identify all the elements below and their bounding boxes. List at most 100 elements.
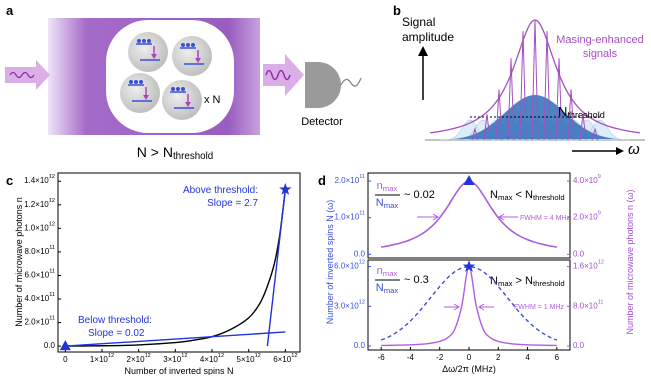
y-label: amplitude: [402, 30, 454, 44]
x-axis-label: Number of inverted spins N: [124, 366, 233, 375]
ratio-denominator: Nmax: [376, 282, 399, 295]
fwhm-arrow: [478, 303, 494, 311]
condition: N > Nthreshold: [137, 144, 214, 162]
y2-tick-label: 4.0×109: [573, 175, 601, 186]
x-tick-label: -2: [436, 353, 444, 362]
arrowhead: [418, 46, 428, 56]
x-tick-label: 2: [496, 353, 501, 362]
series-line: [65, 189, 287, 347]
output-wave: [265, 69, 291, 81]
y-label: Signal: [402, 15, 435, 29]
masing-spike: [555, 58, 563, 141]
x-tick-label: 1×1012: [90, 353, 114, 364]
x-tick-label: 3×1012: [163, 353, 187, 364]
x-tick-label: -4: [407, 353, 415, 362]
masing-spike: [495, 89, 503, 141]
spin-ensemble: [106, 20, 234, 133]
signals-label: Masing-enhanced: [556, 34, 643, 46]
y-tick-label: 0.0: [44, 341, 56, 350]
spin: [128, 32, 168, 72]
threshold-label: Nthreshold: [558, 104, 605, 120]
series-line: [380, 265, 558, 341]
fwhm-arrow: [417, 213, 439, 221]
ratio-denominator: Nmax: [376, 197, 399, 210]
x-axis-label: Δω/2π (MHz): [442, 364, 496, 374]
condition: Nmax < Nthreshold: [490, 189, 565, 202]
masing-spike: [483, 114, 491, 141]
panel-label: b: [393, 3, 401, 18]
fwhm-label: FWHM = 1 MHz: [514, 304, 564, 311]
masing-spike: [471, 127, 479, 141]
masing-spike: [519, 30, 527, 141]
annotation: Below threshold:: [78, 315, 152, 326]
masing-spike: [579, 114, 587, 141]
masing-spike: [567, 89, 575, 141]
x-tick-label: 4: [525, 353, 530, 362]
fwhm-arrow: [498, 213, 518, 221]
masing-spike: [507, 58, 515, 141]
ratio-numerator: nmax: [377, 265, 398, 278]
x-tick-label: 6: [555, 353, 560, 362]
x-tick-label: 6×1012: [273, 353, 297, 364]
y-tick-label: 0.0: [354, 249, 366, 258]
panel-label: a: [6, 3, 14, 18]
y2-tick-label: 0.0: [573, 249, 585, 258]
x-label: ω: [628, 141, 640, 158]
y-tick-label: 1.0×1012: [24, 222, 55, 233]
y-tick-label: 2.0×1011: [24, 316, 55, 327]
arrowhead: [616, 147, 624, 155]
input-wave: [9, 71, 35, 79]
y2-tick-label: 1.6×1012: [573, 260, 604, 271]
x-tick-label: 4×1012: [200, 353, 224, 364]
masing-spike: [591, 127, 599, 141]
condition: Nmax > Nthreshold: [490, 275, 565, 288]
x-tick-label: -6: [378, 353, 386, 362]
y-tick-label: 3.0×1012: [334, 300, 365, 311]
spectrum-sketch: [425, 19, 645, 141]
y-axis-label: Number of microwave photons n: [14, 197, 24, 327]
y-tick-label: 6.0×1012: [334, 260, 365, 271]
series-line: [266, 189, 287, 347]
annotation: Above threshold:: [183, 185, 258, 196]
y-tick-label: 0.0: [354, 341, 366, 350]
star-marker: [279, 182, 292, 195]
y-tick-label: 1.4×1012: [24, 175, 55, 186]
ratio-value: ~ 0.3: [404, 274, 429, 286]
triangle-marker: [463, 175, 475, 186]
multiplier: x N: [204, 94, 221, 106]
y2-tick-label: 8.0×1011: [573, 300, 604, 311]
spin: [120, 73, 160, 113]
y-tick-label: 4.0×1011: [24, 292, 55, 303]
detector-label: Detector: [301, 116, 343, 128]
fwhm-label: FWHM = 4 MHz: [520, 215, 570, 222]
x-tick-label: 0: [467, 353, 472, 362]
y-tick-label: 6.0×1011: [24, 269, 55, 280]
y2-tick-label: 2.0×109: [573, 211, 601, 222]
wire: [340, 77, 362, 87]
star-marker: [462, 260, 476, 272]
plot-frame: [57, 172, 301, 353]
ratio-numerator: nmax: [377, 180, 398, 193]
spin: [172, 36, 212, 76]
y-tick-label: 8.0×1011: [24, 245, 55, 256]
panel-label: c: [6, 173, 13, 188]
x-tick-label: 5×1012: [237, 353, 261, 364]
y-axis-label: Number of inverted spins N (ω): [325, 200, 335, 325]
annotation: Slope = 2.7: [207, 198, 258, 209]
masing-spike: [543, 30, 551, 141]
y2-tick-label: 0.0: [573, 341, 585, 350]
y-axis-label: Number of microwave photons n (ω): [625, 189, 635, 334]
envelope: [429, 19, 641, 134]
spin: [162, 80, 202, 120]
y-tick-label: 1.0×1011: [334, 211, 365, 222]
ratio-value: ~ 0.02: [404, 189, 435, 201]
x-tick-label: 0: [63, 355, 68, 364]
x-tick-label: 2×1012: [127, 353, 151, 364]
plot-frame: [367, 172, 571, 259]
annotation: Slope = 0.02: [88, 328, 145, 339]
signals-label: signals: [583, 48, 618, 60]
panel-label: d: [318, 173, 326, 188]
series-line: [65, 331, 286, 347]
